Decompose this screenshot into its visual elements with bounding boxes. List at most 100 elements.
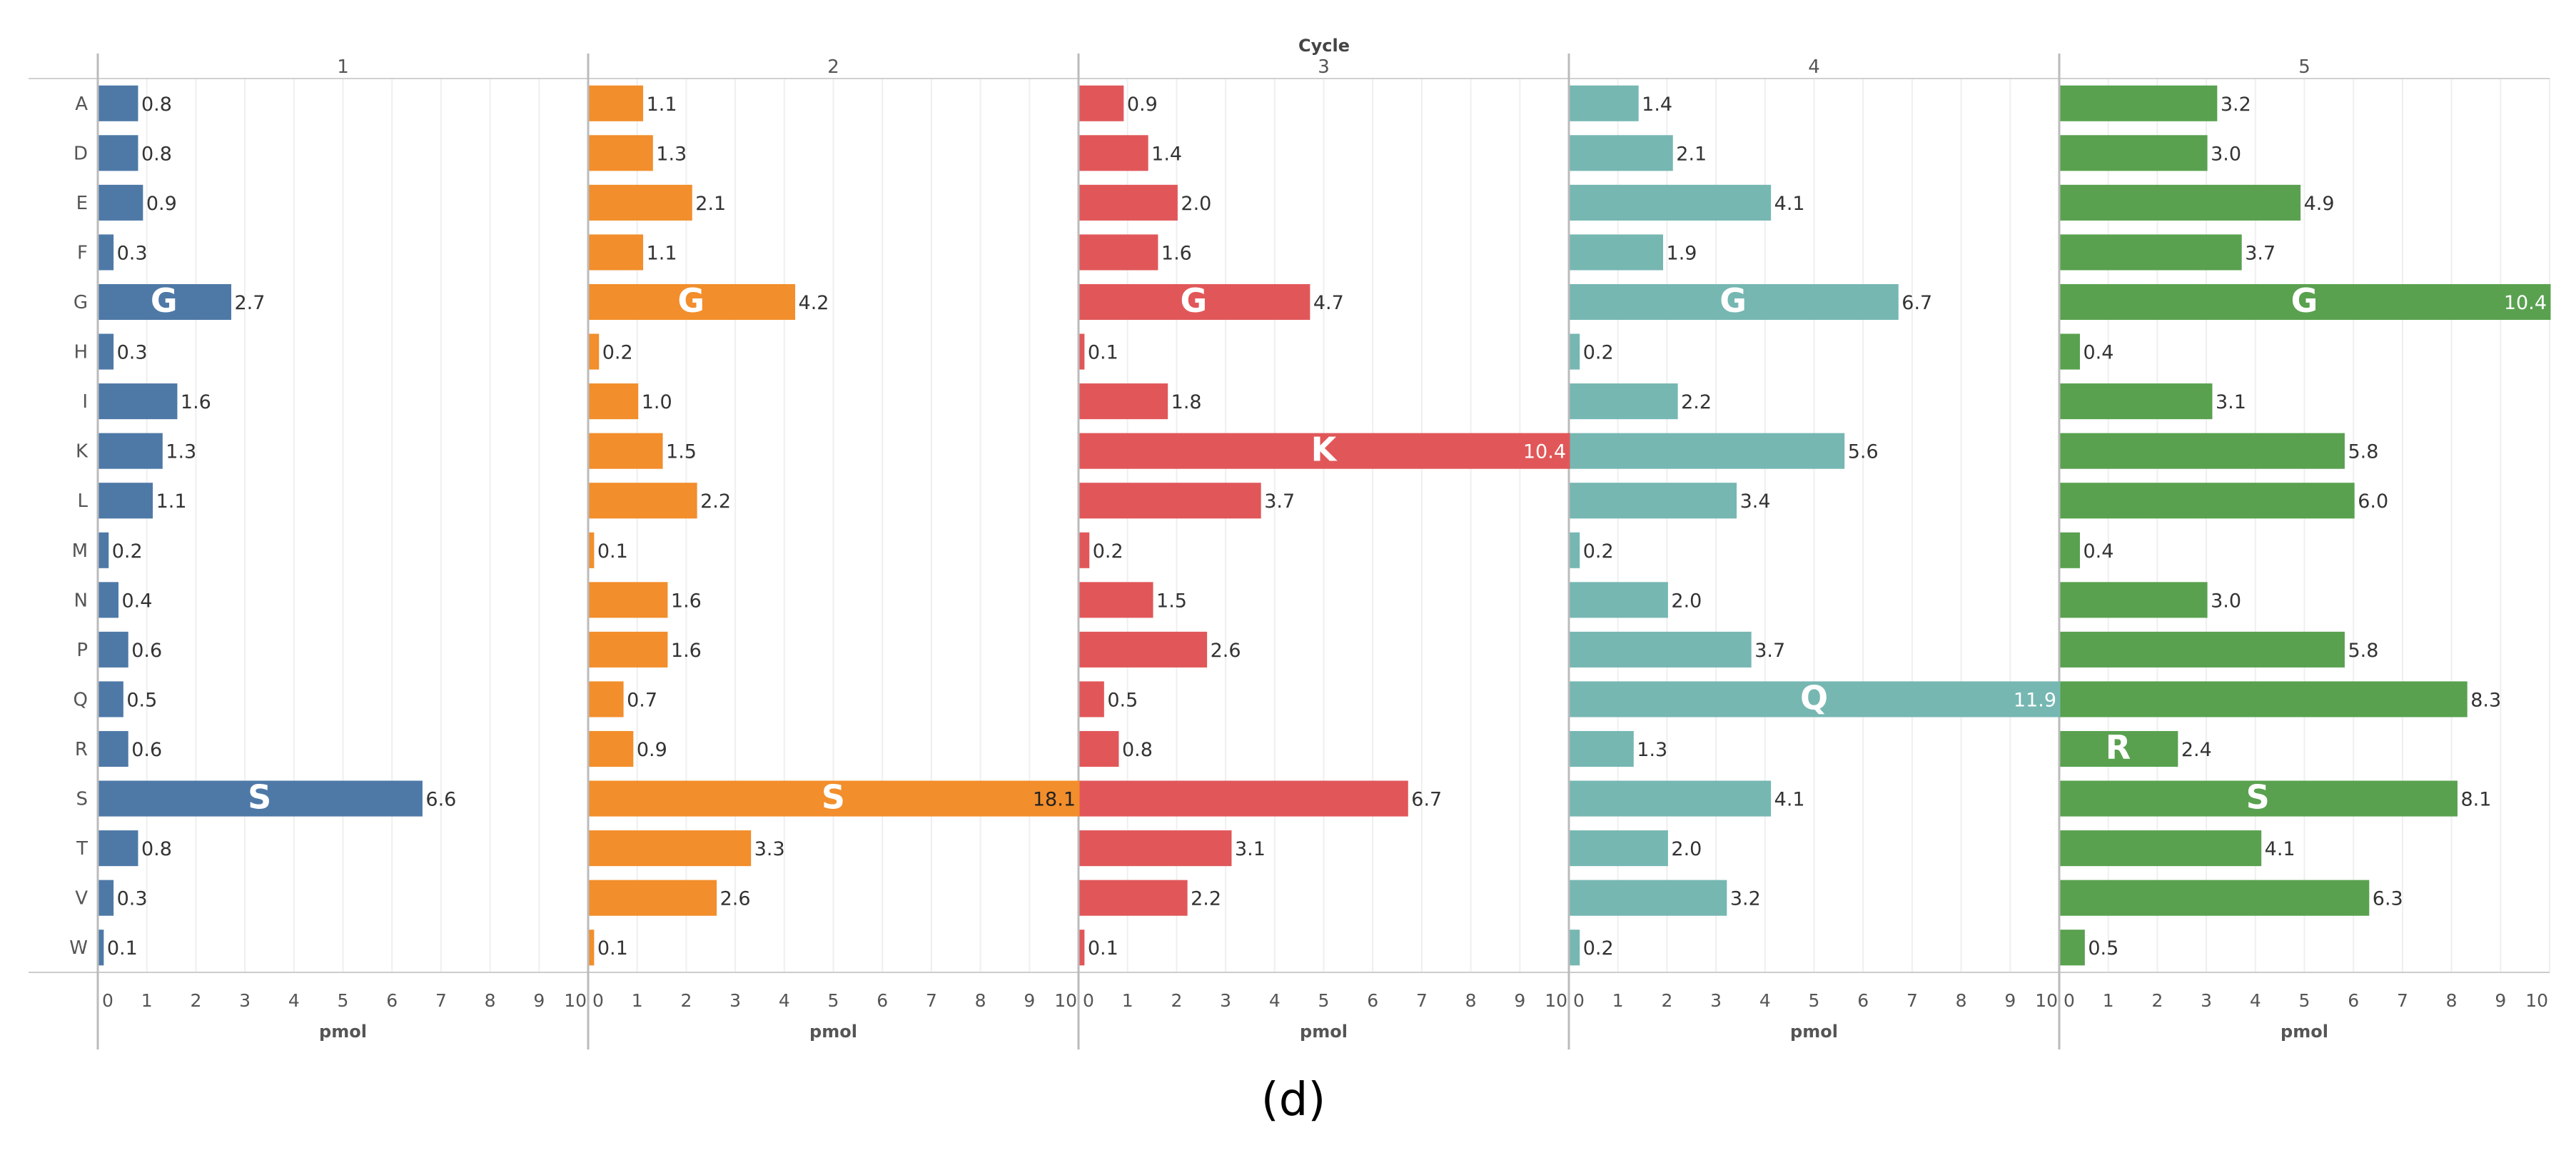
- bar-letter-3-k: K: [1311, 431, 1338, 469]
- value-label-3-e: 2.0: [1181, 193, 1211, 215]
- value-label-4-g: 6.7: [1901, 292, 1932, 314]
- bar-4-a: [1570, 85, 1639, 121]
- bar-3-m: [1079, 532, 1090, 568]
- bar-2-i: [589, 383, 639, 420]
- value-label-1-n: 0.4: [121, 590, 152, 612]
- bar-2-a: [589, 85, 644, 121]
- value-label-3-g: 4.7: [1313, 292, 1344, 314]
- bar-1-r: [99, 730, 128, 767]
- bar-3-v: [1079, 880, 1188, 916]
- bar-5-l: [2060, 483, 2355, 519]
- x-tick-label: 7: [2397, 990, 2408, 1011]
- x-tick-label: 9: [1514, 990, 1525, 1011]
- bar-5-t: [2060, 830, 2262, 867]
- x-tick-label: 1: [141, 990, 153, 1011]
- x-tick-label: 6: [877, 990, 888, 1011]
- bar-1-w: [99, 930, 104, 966]
- bar-letter-4-q: Q: [1800, 678, 1828, 717]
- bar-5-q: [2060, 681, 2468, 718]
- bar-5-f: [2060, 234, 2242, 271]
- bar-2-t: [589, 830, 752, 867]
- value-label-2-w: 0.1: [597, 937, 628, 960]
- bar-3-r: [1079, 730, 1119, 767]
- category-label-s: S: [76, 789, 88, 810]
- bar-3-h: [1079, 333, 1085, 370]
- value-label-5-h: 0.4: [2083, 342, 2113, 364]
- bar-1-g: [99, 283, 231, 321]
- bar-4-m: [1570, 532, 1580, 568]
- bar-1-n: [99, 582, 118, 618]
- category-label-m: M: [72, 540, 88, 562]
- x-tick-label: 8: [975, 990, 986, 1011]
- bar-4-l: [1570, 483, 1737, 519]
- bar-1-a: [99, 85, 138, 121]
- bar-letter-1-g: G: [151, 281, 178, 320]
- value-label-1-m: 0.2: [112, 540, 143, 563]
- value-label-2-v: 2.6: [720, 888, 751, 910]
- x-tick-label: 6: [1857, 990, 1869, 1011]
- bar-1-f: [99, 234, 114, 271]
- bar-1-k: [99, 433, 163, 469]
- bar-1-p: [99, 631, 128, 668]
- bar-letter-2-g: G: [677, 281, 704, 320]
- bar-3-f: [1079, 234, 1158, 271]
- x-axis-title-3: pmol: [1300, 1022, 1348, 1042]
- category-label-h: H: [74, 342, 88, 363]
- x-tick-label: 0: [102, 990, 113, 1011]
- bar-4-t: [1570, 830, 1668, 867]
- bar-5-m: [2060, 532, 2080, 568]
- value-label-4-v: 3.2: [1730, 888, 1761, 910]
- value-label-2-e: 2.1: [695, 193, 726, 215]
- value-label-1-p: 0.6: [131, 640, 162, 662]
- bar-2-r: [589, 730, 634, 767]
- category-label-e: E: [76, 193, 88, 214]
- bar-2-d: [589, 135, 653, 171]
- category-label-i: I: [82, 391, 88, 413]
- category-label-p: P: [76, 640, 88, 661]
- category-label-r: R: [75, 739, 88, 760]
- x-tick-label: 7: [1416, 990, 1428, 1011]
- value-label-3-r: 0.8: [1122, 739, 1153, 761]
- bar-5-w: [2060, 930, 2085, 966]
- bar-5-n: [2060, 582, 2208, 618]
- value-label-3-v: 2.2: [1191, 888, 1221, 910]
- panel-label-3: 3: [1318, 56, 1330, 78]
- value-label-1-r: 0.6: [131, 739, 162, 761]
- bar-4-d: [1570, 135, 1673, 171]
- bar-2-p: [589, 631, 668, 668]
- bar-5-d: [2060, 135, 2208, 171]
- x-tick-label: 4: [779, 990, 790, 1011]
- x-tick-label: 3: [729, 990, 741, 1011]
- x-tick-label: 3: [2201, 990, 2212, 1011]
- bar-5-i: [2060, 383, 2213, 420]
- bar-3-a: [1079, 85, 1124, 121]
- category-label-v: V: [75, 888, 88, 910]
- x-tick-label: 1: [2103, 990, 2114, 1011]
- bar-1-s: [99, 780, 423, 817]
- value-label-1-d: 0.8: [141, 143, 172, 165]
- value-label-1-h: 0.3: [117, 342, 148, 364]
- bar-4-w: [1570, 930, 1580, 966]
- bar-2-m: [589, 532, 595, 568]
- category-label-d: D: [74, 143, 88, 164]
- value-label-5-m: 0.4: [2083, 540, 2113, 563]
- x-tick-label: 0: [592, 990, 604, 1011]
- value-label-4-m: 0.2: [1583, 540, 1614, 563]
- x-tick-label: 2: [1171, 990, 1182, 1011]
- bar-1-i: [99, 383, 178, 420]
- x-tick-label: 7: [926, 990, 937, 1011]
- x-tick-label: 2: [2151, 990, 2163, 1011]
- x-tick-label: 5: [2299, 990, 2310, 1011]
- value-label-2-r: 0.9: [637, 739, 667, 761]
- category-label-n: N: [74, 590, 88, 611]
- value-label-3-s: 6.7: [1411, 789, 1442, 811]
- value-label-5-f: 3.7: [2245, 242, 2276, 264]
- category-label-t: T: [76, 838, 88, 860]
- bar-5-s: [2060, 780, 2458, 817]
- bar-4-v: [1570, 880, 1727, 916]
- x-tick-label: 1: [632, 990, 643, 1011]
- category-label-a: A: [75, 94, 88, 115]
- x-tick-label: 10: [2035, 990, 2058, 1011]
- value-label-3-h: 0.1: [1088, 342, 1118, 364]
